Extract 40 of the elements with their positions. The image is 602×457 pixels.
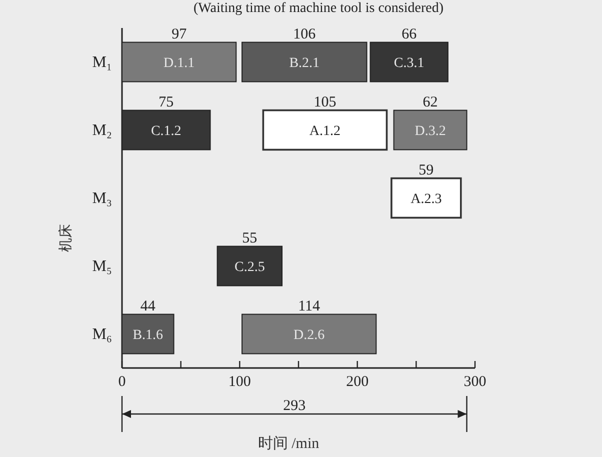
annotation: A.2.3 <box>410 192 442 207</box>
x-tick-label: 300 <box>464 374 486 390</box>
y-tick-label: M₁ <box>92 54 112 71</box>
bar <box>390 177 462 219</box>
annotation: C.3.1 <box>394 56 424 71</box>
annotation: B.1.6 <box>132 328 164 343</box>
y-tick-label: M₂ <box>92 122 112 139</box>
bar <box>370 42 448 82</box>
x-tick-label: 0 <box>118 374 126 390</box>
data-label: 66 <box>402 26 418 42</box>
data-label: 114 <box>298 298 321 314</box>
bar <box>393 110 468 150</box>
y-tick-label: M₆ <box>92 326 112 343</box>
x-axis-title: 时间 /min <box>258 435 320 452</box>
data-label: 44 <box>140 298 156 314</box>
data-label: 97 <box>172 26 188 42</box>
y-tick-label: M₃ <box>92 190 112 207</box>
annotation: C.1.2 <box>150 124 182 139</box>
annotation: A.1.2 <box>309 124 341 139</box>
annotation: B.2.1 <box>289 56 320 71</box>
text: 293 <box>283 398 306 414</box>
chart-title: (Waiting time of machine tool is considered) <box>193 1 444 16</box>
annotation: D.2.6 <box>294 328 325 343</box>
bar <box>242 314 377 354</box>
data-label: 59 <box>418 162 434 178</box>
data-label: 105 <box>314 94 336 110</box>
y-tick-label: M₅ <box>92 258 112 275</box>
annotation: D.1.1 <box>164 56 195 71</box>
data-label: 62 <box>422 94 438 110</box>
data-label: 106 <box>293 26 316 42</box>
annotation: D.3.2 <box>414 124 446 139</box>
y-axis-title: 机床 <box>58 224 74 252</box>
data-label: 75 <box>158 94 174 110</box>
bar <box>242 42 368 82</box>
bar <box>262 109 388 151</box>
data-label: 55 <box>242 230 258 246</box>
annotation: C.2.5 <box>234 260 265 275</box>
x-tick-label: 200 <box>346 374 369 390</box>
bar <box>216 246 283 286</box>
x-tick-label: 100 <box>228 374 251 390</box>
